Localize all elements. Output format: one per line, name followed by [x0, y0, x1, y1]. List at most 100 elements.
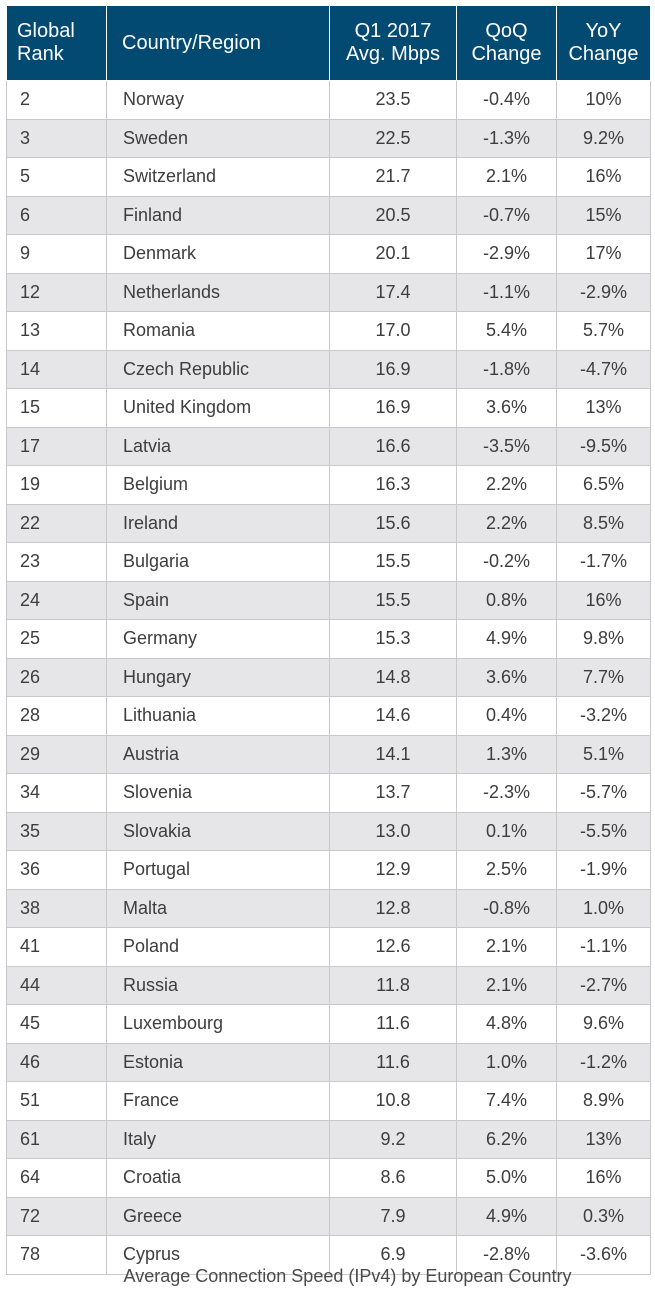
yoy-change-cell: 13%: [556, 1119, 651, 1159]
country-cell: Latvia: [106, 426, 330, 466]
rank-cell: 24: [6, 580, 107, 620]
avg-mbps-cell: 9.2: [329, 1119, 457, 1159]
country-cell: Russia: [106, 965, 330, 1005]
table-row: 3 Sweden 22.5 -1.3% 9.2%: [6, 118, 651, 158]
avg-mbps-cell: 16.6: [329, 426, 457, 466]
rank-cell: 15: [6, 388, 107, 428]
table-row: 35 Slovakia 13.0 0.1% -5.5%: [6, 811, 651, 851]
table-row: 19 Belgium 16.3 2.2% 6.5%: [6, 465, 651, 505]
country-cell: Finland: [106, 195, 330, 235]
yoy-change-cell: 0.3%: [556, 1196, 651, 1236]
header-avg-mbps-line-2: Avg. Mbps: [345, 43, 441, 65]
qoq-change-cell: -0.4%: [456, 80, 557, 120]
header-qoq-change: QoQ Change: [456, 5, 557, 81]
avg-mbps-cell: 16.3: [329, 465, 457, 505]
country-cell: Austria: [106, 734, 330, 774]
yoy-change-cell: 9.6%: [556, 1004, 651, 1044]
country-cell: Lithuania: [106, 696, 330, 736]
avg-mbps-cell: 16.9: [329, 388, 457, 428]
yoy-change-cell: -1.9%: [556, 850, 651, 890]
rank-cell: 34: [6, 773, 107, 813]
yoy-change-cell: -3.2%: [556, 696, 651, 736]
yoy-change-cell: -5.7%: [556, 773, 651, 813]
yoy-change-cell: -1.1%: [556, 927, 651, 967]
country-cell: Luxembourg: [106, 1004, 330, 1044]
table-row: 6 Finland 20.5 -0.7% 15%: [6, 195, 651, 235]
country-cell: Estonia: [106, 1042, 330, 1082]
qoq-change-cell: -1.8%: [456, 349, 557, 389]
rank-cell: 23: [6, 542, 107, 582]
qoq-change-cell: 1.0%: [456, 1042, 557, 1082]
header-global-rank-line-1: Global: [17, 20, 75, 42]
country-cell: Slovakia: [106, 811, 330, 851]
header-qoq-change-line-1: QoQ: [485, 20, 528, 42]
rank-cell: 28: [6, 696, 107, 736]
avg-mbps-cell: 22.5: [329, 118, 457, 158]
rank-cell: 2: [6, 80, 107, 120]
country-cell: Denmark: [106, 234, 330, 274]
rank-cell: 3: [6, 118, 107, 158]
country-cell: Switzerland: [106, 157, 330, 197]
table-row: 29 Austria 14.1 1.3% 5.1%: [6, 734, 651, 774]
rank-cell: 35: [6, 811, 107, 851]
rank-cell: 5: [6, 157, 107, 197]
rank-cell: 13: [6, 311, 107, 351]
qoq-change-cell: 4.9%: [456, 1196, 557, 1236]
yoy-change-cell: -2.7%: [556, 965, 651, 1005]
yoy-change-cell: 16%: [556, 1158, 651, 1198]
country-cell: Norway: [106, 80, 330, 120]
table-row: 36 Portugal 12.9 2.5% -1.9%: [6, 850, 651, 890]
header-yoy-change-line-1: YoY: [585, 20, 622, 42]
table-row: 25 Germany 15.3 4.9% 9.8%: [6, 619, 651, 659]
header-avg-mbps-line-1: Q1 2017: [354, 20, 432, 42]
rank-cell: 29: [6, 734, 107, 774]
table-header: Global Rank Country/Region Q1 2017 Avg. …: [6, 5, 651, 81]
rank-cell: 17: [6, 426, 107, 466]
rank-cell: 6: [6, 195, 107, 235]
yoy-change-cell: -4.7%: [556, 349, 651, 389]
yoy-change-cell: 10%: [556, 80, 651, 120]
country-cell: Portugal: [106, 850, 330, 890]
avg-mbps-cell: 10.8: [329, 1081, 457, 1121]
country-cell: France: [106, 1081, 330, 1121]
qoq-change-cell: 7.4%: [456, 1081, 557, 1121]
avg-mbps-cell: 11.6: [329, 1004, 457, 1044]
qoq-change-cell: -0.7%: [456, 195, 557, 235]
header-global-rank: Global Rank: [6, 5, 107, 81]
yoy-change-cell: 6.5%: [556, 465, 651, 505]
table-row: 38 Malta 12.8 -0.8% 1.0%: [6, 888, 651, 928]
yoy-change-cell: 17%: [556, 234, 651, 274]
country-cell: Germany: [106, 619, 330, 659]
country-cell: Romania: [106, 311, 330, 351]
avg-mbps-cell: 15.5: [329, 542, 457, 582]
table-row: 26 Hungary 14.8 3.6% 7.7%: [6, 657, 651, 697]
rank-cell: 78: [6, 1235, 107, 1275]
avg-mbps-cell: 20.1: [329, 234, 457, 274]
yoy-change-cell: 1.0%: [556, 888, 651, 928]
avg-mbps-cell: 14.8: [329, 657, 457, 697]
yoy-change-cell: 9.8%: [556, 619, 651, 659]
connection-speed-table: Global Rank Country/Region Q1 2017 Avg. …: [6, 5, 651, 1275]
yoy-change-cell: -1.7%: [556, 542, 651, 582]
table-row: 2 Norway 23.5 -0.4% 10%: [6, 80, 651, 120]
qoq-change-cell: 0.8%: [456, 580, 557, 620]
avg-mbps-cell: 11.8: [329, 965, 457, 1005]
header-yoy-change-line-2: Change: [568, 43, 639, 65]
qoq-change-cell: 4.9%: [456, 619, 557, 659]
avg-mbps-cell: 14.6: [329, 696, 457, 736]
yoy-change-cell: 16%: [556, 157, 651, 197]
avg-mbps-cell: 11.6: [329, 1042, 457, 1082]
rank-cell: 61: [6, 1119, 107, 1159]
qoq-change-cell: 3.6%: [456, 388, 557, 428]
rank-cell: 25: [6, 619, 107, 659]
qoq-change-cell: -2.9%: [456, 234, 557, 274]
avg-mbps-cell: 7.9: [329, 1196, 457, 1236]
yoy-change-cell: -9.5%: [556, 426, 651, 466]
rank-cell: 41: [6, 927, 107, 967]
qoq-change-cell: -2.3%: [456, 773, 557, 813]
rank-cell: 26: [6, 657, 107, 697]
avg-mbps-cell: 15.5: [329, 580, 457, 620]
chart-caption: Average Connection Speed (IPv4) by Europ…: [123, 1266, 572, 1286]
rank-cell: 14: [6, 349, 107, 389]
country-cell: Croatia: [106, 1158, 330, 1198]
